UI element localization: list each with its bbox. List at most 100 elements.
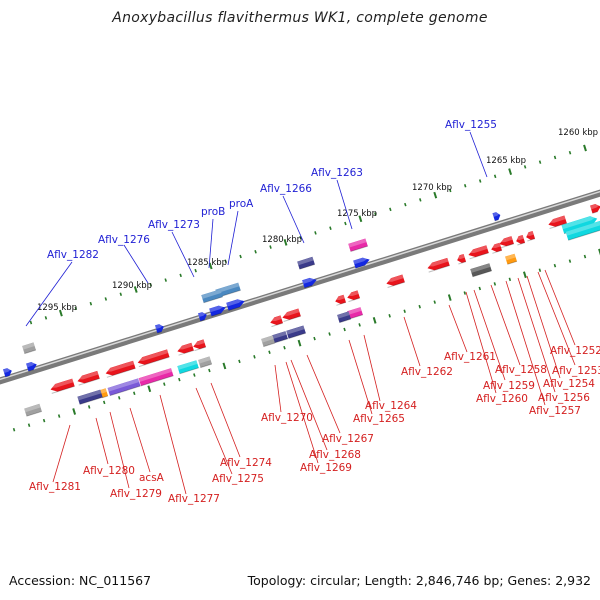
gene-label: Aflv_1262 <box>401 366 453 378</box>
gene-feature <box>490 242 503 254</box>
minor-tick <box>313 336 316 341</box>
gene-label: Aflv_1275 <box>212 473 264 485</box>
gene-feature <box>515 234 526 246</box>
minor-tick <box>163 382 166 386</box>
minor-tick <box>328 332 331 336</box>
minor-tick <box>224 259 227 263</box>
gene-label: Aflv_1267 <box>322 433 374 445</box>
major-tick <box>522 271 527 279</box>
gene-label: proA <box>229 198 254 210</box>
minor-tick <box>283 345 286 350</box>
gene-label: Aflv_1261 <box>444 351 496 363</box>
minor-tick <box>553 155 557 160</box>
gene-feature <box>348 238 368 252</box>
gene-label: Aflv_1266 <box>260 183 312 195</box>
gene-feature <box>197 312 207 322</box>
minor-tick <box>418 304 421 309</box>
minor-tick <box>238 359 241 364</box>
gene-feature <box>498 236 515 249</box>
minor-tick <box>89 301 93 306</box>
major-tick <box>433 191 438 199</box>
kbp-label: 1275 kbp <box>337 209 377 219</box>
gene-feature <box>346 290 361 303</box>
minor-tick <box>478 286 482 291</box>
major-tick <box>447 294 452 301</box>
minor-tick <box>194 268 197 273</box>
minor-tick <box>358 323 361 327</box>
minor-tick <box>433 300 436 304</box>
minor-tick <box>193 373 196 377</box>
tick-tracks <box>12 144 600 432</box>
kbp-label: 1280 kbp <box>262 235 302 245</box>
minor-tick <box>208 368 211 373</box>
gene-feature <box>77 389 103 405</box>
minor-tick <box>553 263 557 268</box>
gene-feature <box>281 308 301 322</box>
minor-tick <box>254 250 257 254</box>
major-tick <box>58 309 63 317</box>
gene-feature <box>177 360 199 375</box>
minor-tick <box>253 355 256 359</box>
gene-feature <box>385 274 405 288</box>
kbp-label: 1285 kbp <box>187 258 227 268</box>
gene-label: Aflv_1281 <box>29 481 81 493</box>
kbp-label: 1290 kbp <box>112 281 152 291</box>
minor-tick <box>149 283 152 287</box>
gene-label: Aflv_1252 <box>550 345 600 357</box>
gene-feature <box>198 356 213 369</box>
reverse-gene-leaders <box>52 269 576 495</box>
gene-label: Aflv_1254 <box>543 378 595 390</box>
gene-label: Aflv_1253 <box>552 365 600 377</box>
minor-tick <box>29 320 33 325</box>
gene-feature <box>426 257 450 273</box>
gene-feature <box>505 253 518 265</box>
gene-feature <box>297 256 315 270</box>
major-tick <box>147 385 152 393</box>
minor-tick <box>299 235 302 240</box>
reverse-gene-label-texts: Aflv_1252 Aflv_1253 Aflv_1254 Aflv_1256 … <box>29 345 600 505</box>
gene-feature <box>525 230 536 242</box>
gene-feature <box>590 204 600 214</box>
gene-label: Aflv_1258 <box>495 364 547 376</box>
gene-feature <box>334 294 347 306</box>
gene-feature <box>22 342 37 355</box>
gene-feature <box>565 219 600 241</box>
kbp-scale: 1260 kbp 1265 kbp 1270 kbp 1275 kbp 1280… <box>37 128 598 313</box>
minor-tick <box>463 291 467 295</box>
gene-feature <box>209 305 226 317</box>
gene-feature <box>138 368 174 387</box>
gene-label: Aflv_1263 <box>311 167 363 179</box>
genome-title: Anoxybacillus flavithermus WK1, complete… <box>112 10 488 26</box>
gene-feature <box>26 362 37 372</box>
major-tick <box>358 215 363 223</box>
minor-tick <box>104 297 108 301</box>
major-tick <box>508 168 513 175</box>
gene-feature <box>76 370 100 386</box>
minor-tick <box>583 254 587 259</box>
minor-tick <box>448 188 452 193</box>
minor-tick <box>329 226 332 230</box>
accession-text: Accession: NC_011567 <box>9 573 152 588</box>
minor-tick <box>388 314 391 318</box>
minor-tick <box>523 165 527 169</box>
minor-tick <box>568 259 572 263</box>
kbp-label: 1265 kbp <box>486 156 526 166</box>
forward-gene-labels <box>25 131 488 327</box>
minor-tick <box>119 292 123 297</box>
gene-label: Aflv_1274 <box>220 457 272 469</box>
gene-label: Aflv_1259 <box>483 380 535 392</box>
gene-feature <box>272 331 289 344</box>
gene-feature <box>105 360 136 378</box>
gene-feature <box>269 315 284 328</box>
gene-feature <box>492 212 501 222</box>
gene-feature <box>337 311 352 324</box>
minor-tick <box>102 400 106 405</box>
gene-label: Aflv_1269 <box>300 462 352 474</box>
gene-label: Aflv_1277 <box>168 493 220 505</box>
gene-feature <box>201 289 223 304</box>
major-tick <box>133 286 138 293</box>
gene-label: Aflv_1270 <box>261 412 313 424</box>
gene-label: Aflv_1276 <box>98 234 150 246</box>
forward-gene-label-texts: Aflv_1255 Aflv_1263 Aflv_1266 proA proB … <box>47 119 497 261</box>
